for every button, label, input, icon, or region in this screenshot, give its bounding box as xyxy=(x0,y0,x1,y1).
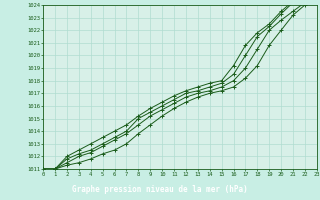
Text: Graphe pression niveau de la mer (hPa): Graphe pression niveau de la mer (hPa) xyxy=(72,186,248,194)
